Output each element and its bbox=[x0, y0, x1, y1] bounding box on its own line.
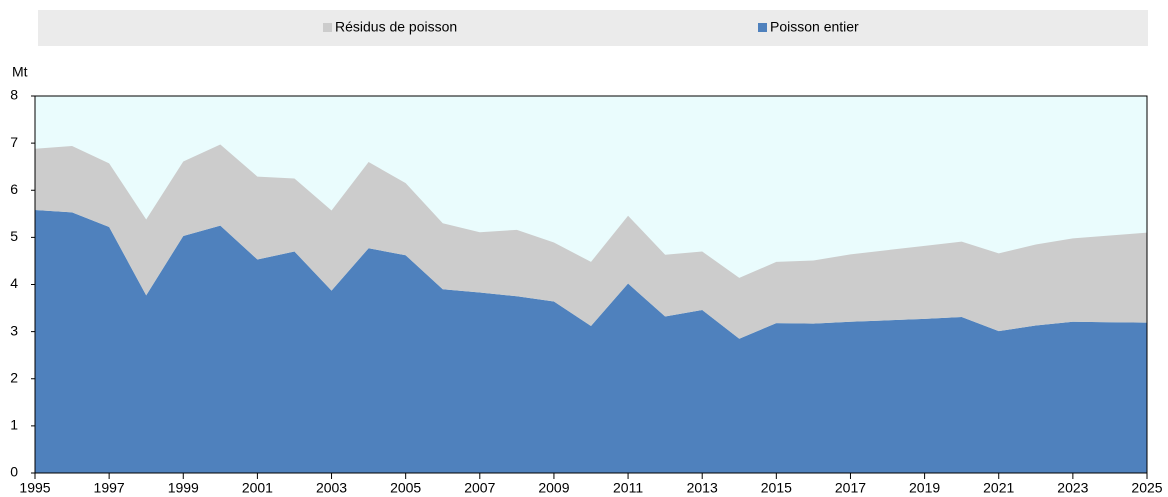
y-tick-label: 7 bbox=[10, 134, 18, 150]
legend-background bbox=[38, 10, 1148, 46]
legend-label: Poisson entier bbox=[770, 19, 859, 35]
x-tick-label: 2003 bbox=[316, 480, 347, 496]
x-tick-label: 2021 bbox=[983, 480, 1014, 496]
y-tick-label: 0 bbox=[10, 464, 18, 480]
x-tick-label: 2001 bbox=[242, 480, 273, 496]
x-tick-label: 2023 bbox=[1057, 480, 1088, 496]
y-tick-label: 8 bbox=[10, 87, 18, 103]
x-tick-label: 2007 bbox=[464, 480, 495, 496]
x-tick-label: 2025 bbox=[1131, 480, 1162, 496]
y-tick-label: 1 bbox=[10, 417, 18, 433]
x-tick-label: 2017 bbox=[835, 480, 866, 496]
legend-label: Résidus de poisson bbox=[335, 19, 457, 35]
y-tick-label: 3 bbox=[10, 322, 18, 338]
legend-swatch bbox=[323, 23, 332, 32]
area bbox=[35, 144, 1147, 339]
x-tick-label: 2019 bbox=[909, 480, 940, 496]
x-tick-label: 2009 bbox=[538, 480, 569, 496]
x-tick-label: 2011 bbox=[613, 480, 643, 496]
x-tick-label: 1999 bbox=[168, 480, 199, 496]
x-tick-label: 2013 bbox=[687, 480, 718, 496]
y-unit-label: Mt bbox=[12, 64, 28, 80]
area bbox=[35, 210, 1147, 474]
y-tick-label: 4 bbox=[10, 275, 18, 291]
legend-swatch bbox=[758, 23, 767, 32]
x-tick-label: 1997 bbox=[94, 480, 125, 496]
x-tick-label: 2005 bbox=[390, 480, 421, 496]
x-tick-label: 1995 bbox=[19, 480, 50, 496]
x-tick-label: 2015 bbox=[761, 480, 792, 496]
y-tick-label: 2 bbox=[10, 369, 18, 385]
y-tick-label: 6 bbox=[10, 181, 18, 197]
y-tick-label: 5 bbox=[10, 228, 18, 244]
